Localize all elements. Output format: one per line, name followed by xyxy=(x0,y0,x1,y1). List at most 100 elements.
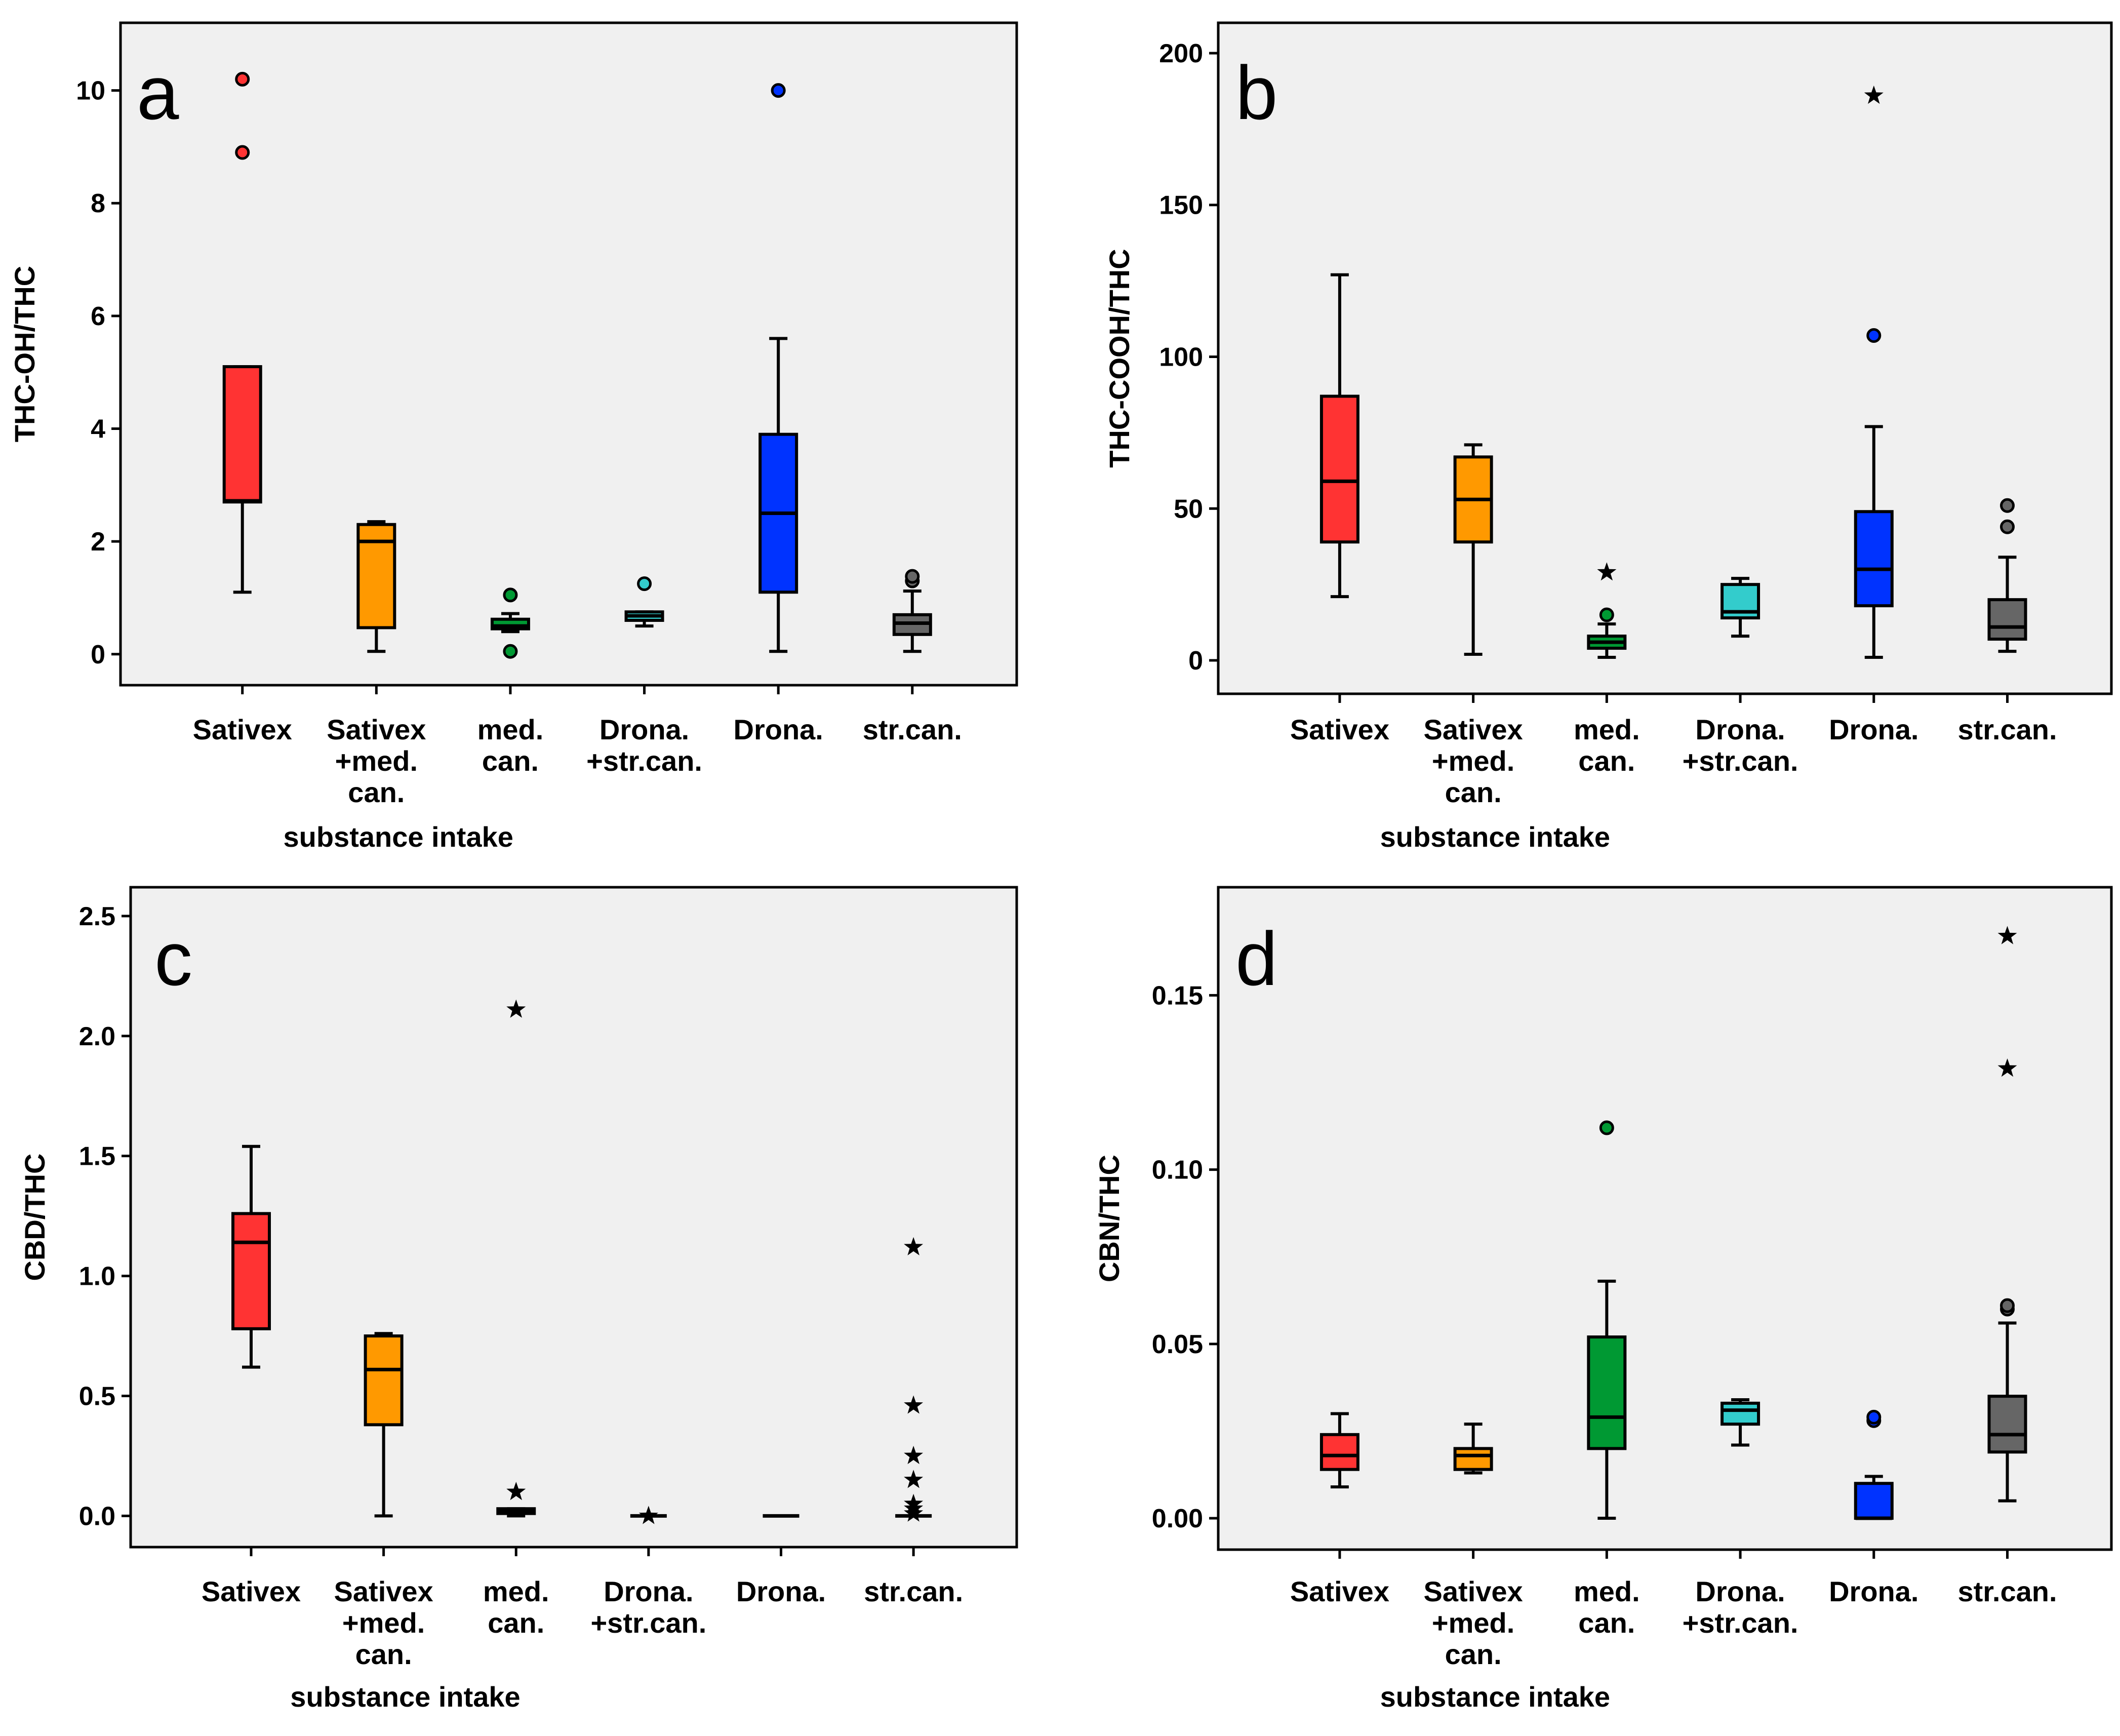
xtick-label-line: +str.can. xyxy=(586,745,702,777)
ytick-label: 100 xyxy=(1159,343,1203,372)
box-3 xyxy=(496,999,536,1518)
xtick-label: Sativex xyxy=(193,714,292,745)
extreme-point xyxy=(506,999,526,1018)
box-iqr xyxy=(1453,1447,1493,1471)
ytick-label: 2.0 xyxy=(79,1022,115,1051)
ytick-label: 0.05 xyxy=(1152,1330,1203,1359)
box-iqr xyxy=(364,1334,404,1427)
extreme-point xyxy=(1997,1058,2017,1077)
extreme-point xyxy=(1597,562,1617,581)
xtick-label-line: Sativex xyxy=(193,714,292,745)
extreme-point xyxy=(1997,926,2017,944)
xtick-label-line: str.can. xyxy=(863,714,962,745)
ytick-label: 0 xyxy=(1188,646,1203,676)
xtick-label: Sativex +med. can. xyxy=(334,1575,433,1670)
ytick-label: 1.0 xyxy=(79,1262,115,1291)
box-iqr xyxy=(1587,1335,1627,1450)
xtick-label-line: can. xyxy=(355,1638,412,1670)
box-1 xyxy=(222,71,262,594)
ytick-label: 2 xyxy=(91,527,105,557)
outlier-point xyxy=(1999,519,2015,534)
x-axis-title: substance intake xyxy=(1380,821,1610,853)
xtick-label: Drona. +str.can. xyxy=(590,1575,706,1639)
ytick-label: 1.5 xyxy=(79,1142,115,1171)
ytick-label: 0.10 xyxy=(1152,1156,1203,1185)
xtick-label: Drona. xyxy=(1829,1575,1918,1607)
xtick-label: Drona. xyxy=(734,714,823,745)
xtick-label-line: +str.can. xyxy=(590,1607,706,1639)
outlier-point xyxy=(503,644,518,659)
extreme-point xyxy=(506,1482,526,1501)
xtick-label-line: can. xyxy=(1578,745,1635,777)
box-4 xyxy=(630,1506,667,1524)
xtick-label-line: med. xyxy=(477,714,544,745)
xtick-label: Sativex +med. can. xyxy=(1424,1575,1523,1670)
extreme-point xyxy=(904,1470,924,1488)
outlier-point xyxy=(1866,1409,1882,1425)
xtick-label-line: can. xyxy=(1578,1607,1635,1639)
xtick-label-line: Sativex xyxy=(334,1575,433,1607)
xtick-label-line: str.can. xyxy=(1957,1575,2057,1607)
xtick-label-line: Sativex xyxy=(202,1575,301,1607)
box-iqr xyxy=(1319,394,1359,544)
xtick-label-line: can. xyxy=(348,776,405,808)
outlier-point xyxy=(771,83,786,98)
xtick-label-line: Drona. xyxy=(1695,714,1785,745)
ytick-label: 0.0 xyxy=(79,1502,115,1531)
plot-area xyxy=(129,886,1018,1549)
ytick-label: 0.15 xyxy=(1152,981,1203,1010)
extreme-point xyxy=(904,1445,924,1465)
panel-label: b xyxy=(1235,50,1277,135)
panel-label: d xyxy=(1235,916,1277,1001)
box-iqr xyxy=(1987,1395,2027,1454)
box-4 xyxy=(1721,577,1761,638)
box-5 xyxy=(758,83,798,653)
plot-area xyxy=(1217,886,2113,1551)
xtick-label-line: can. xyxy=(488,1607,544,1639)
ytick-label: 10 xyxy=(76,76,105,106)
xtick-label-line: Sativex xyxy=(1290,1575,1389,1607)
outlier-point xyxy=(1866,328,1882,343)
ytick-label: 2.5 xyxy=(79,902,115,931)
x-axis-title: substance intake xyxy=(283,821,513,853)
xtick-label-line: str.can. xyxy=(864,1575,963,1607)
extreme-point xyxy=(904,1395,924,1414)
xtick-label: Sativex xyxy=(202,1575,301,1607)
xtick-label-line: Drona. xyxy=(736,1575,826,1607)
box-5 xyxy=(1854,85,1894,659)
xtick-label: str.can. xyxy=(864,1575,963,1607)
xtick-label-line: +med. xyxy=(342,1607,425,1639)
box-4 xyxy=(624,576,664,628)
ytick-label: 0.5 xyxy=(79,1382,115,1411)
y-axis-title: THC-OH/THC xyxy=(9,266,41,442)
xtick-label-line: Drona. xyxy=(1829,714,1918,745)
xtick-label: med. can. xyxy=(483,1575,549,1639)
xtick-label-line: med. xyxy=(1574,1575,1640,1607)
y-axis-title: THC-COOH/THC xyxy=(1103,249,1135,467)
xtick-label-line: can. xyxy=(1445,1638,1502,1670)
xtick-label-line: +med. xyxy=(335,745,418,777)
ytick-label: 6 xyxy=(91,302,105,331)
outlier-point xyxy=(1599,607,1614,622)
outlier-point xyxy=(235,145,250,160)
xtick-label: med. can. xyxy=(1574,1575,1640,1639)
xtick-label-line: Sativex xyxy=(1424,1575,1523,1607)
box-iqr xyxy=(231,1212,271,1330)
xtick-label-line: str.can. xyxy=(1957,714,2057,745)
xtick-label-line: Sativex xyxy=(327,714,426,745)
xtick-label: Sativex xyxy=(1290,1575,1389,1607)
xtick-label-line: +str.can. xyxy=(1683,1607,1798,1639)
xtick-label: str.can. xyxy=(1957,714,2057,745)
y-axis-title: CBN/THC xyxy=(1093,1155,1125,1282)
xtick-label: Drona. +str.can. xyxy=(586,714,702,777)
ytick-label: 4 xyxy=(91,414,105,444)
xtick-label-line: Drona. xyxy=(1829,1575,1918,1607)
y-axis-title: CBD/THC xyxy=(19,1154,51,1281)
xtick-label-line: +med. xyxy=(1432,1607,1514,1639)
xtick-label-line: Sativex xyxy=(1290,714,1389,745)
x-axis-title: substance intake xyxy=(1380,1681,1610,1713)
extreme-point xyxy=(638,1506,658,1524)
box-6 xyxy=(1987,498,2027,653)
